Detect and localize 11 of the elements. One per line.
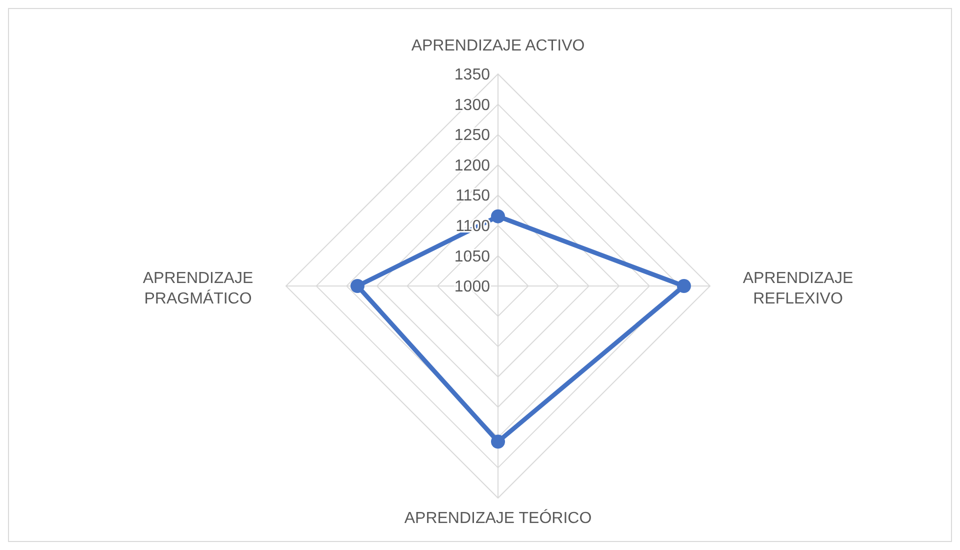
spoke-label: APRENDIZAJE TEÓRICO (404, 508, 592, 527)
y-tick-label: 1300 (454, 96, 490, 114)
spoke-label: APRENDIZAJE ACTIVO (411, 37, 585, 54)
spoke-label: APRENDIZAJE REFLEXIVO (742, 270, 854, 308)
y-tick-label: 1250 (454, 127, 490, 144)
spoke-label: APRENDIZAJE PRAGMÁTICO (142, 270, 254, 308)
y-tick-label: 1050 (454, 248, 490, 266)
y-tick-label: 1000 (454, 278, 490, 296)
y-tick-label: 1150 (456, 188, 490, 205)
y-tick-label: 1200 (454, 157, 490, 174)
y-tick-label: 1350 (454, 66, 490, 84)
